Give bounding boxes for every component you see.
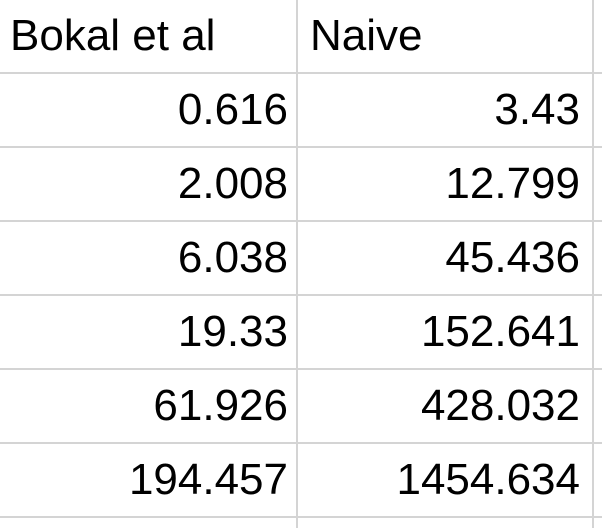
table-row: 194.457 1454.634 [0,444,602,518]
empty-cell[interactable] [0,518,298,528]
empty-row [0,518,602,528]
cell-bokal[interactable]: 6.038 [0,222,298,294]
cell-naive[interactable]: 12.799 [298,148,594,220]
cell-bokal[interactable]: 19.33 [0,296,298,368]
cell-naive[interactable]: 3.43 [298,74,594,146]
cell-bokal[interactable]: 61.926 [0,370,298,442]
header-cell-naive[interactable]: Naive [298,0,594,72]
cell-naive[interactable]: 152.641 [298,296,594,368]
cell-naive[interactable]: 1454.634 [298,444,594,516]
table-row: 19.33 152.641 [0,296,602,370]
header-cell-bokal[interactable]: Bokal et al [0,0,298,72]
header-row: Bokal et al Naive [0,0,602,74]
table-row: 61.926 428.032 [0,370,602,444]
table-row: 6.038 45.436 [0,222,602,296]
empty-cell[interactable] [298,518,594,528]
cell-bokal[interactable]: 194.457 [0,444,298,516]
table-row: 2.008 12.799 [0,148,602,222]
cell-naive[interactable]: 45.436 [298,222,594,294]
cell-bokal[interactable]: 2.008 [0,148,298,220]
cell-naive[interactable]: 428.032 [298,370,594,442]
table-row: 0.616 3.43 [0,74,602,148]
cell-bokal[interactable]: 0.616 [0,74,298,146]
